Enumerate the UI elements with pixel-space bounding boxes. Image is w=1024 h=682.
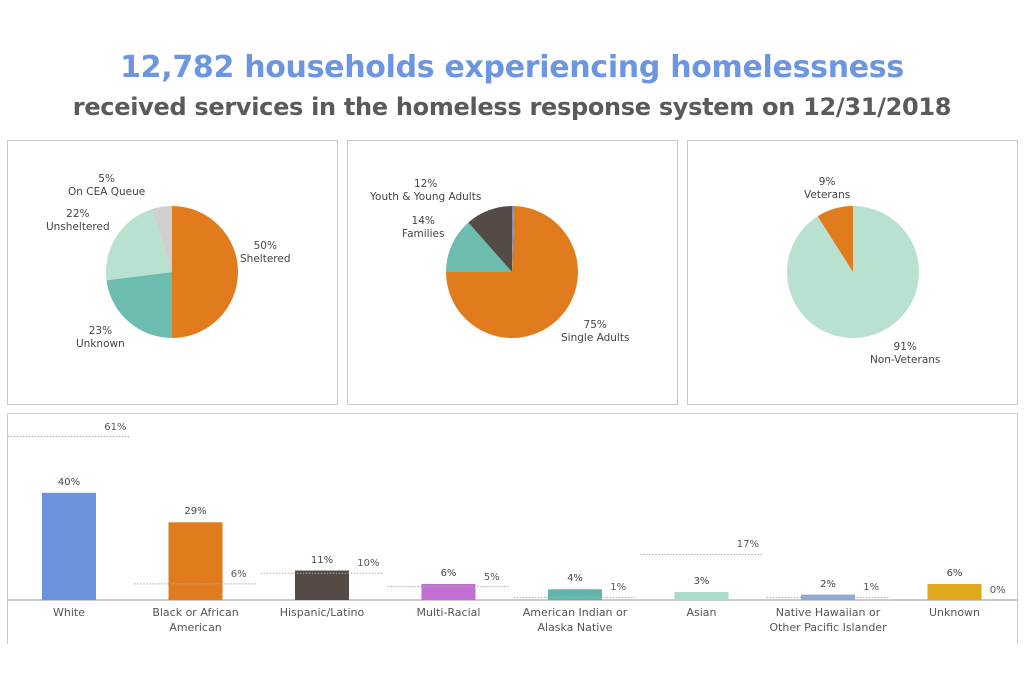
bar-value-label: 40% xyxy=(57,476,81,488)
pie-slice-veterans[interactable] xyxy=(817,206,853,272)
category-label-line: Unknown xyxy=(928,606,981,619)
category-label-line: Other Pacific Islander xyxy=(769,621,887,634)
bar-black-or-african-american[interactable] xyxy=(168,522,223,600)
reference-value-label: 17% xyxy=(736,539,759,551)
bar-value-label: 29% xyxy=(184,506,207,518)
category-label-line: Native Hawaiian or xyxy=(775,606,881,619)
page-title: 12,782 households experiencing homelessn… xyxy=(120,50,904,85)
category-label-line: Asian xyxy=(686,606,717,619)
reference-value-label: 0% xyxy=(989,585,1006,596)
bar-value-label: 6% xyxy=(440,567,457,579)
category-label-line: American Indian or xyxy=(522,606,628,619)
category-label: Unknown xyxy=(885,605,1024,620)
race-ethnicity-panel: 40% 61% White 29% 6% Black or African American… xyxy=(7,413,1018,644)
category-label-line: Alaska Native xyxy=(537,621,613,634)
category-label: Multi-Racial xyxy=(379,605,519,620)
pie-label-unknown: 23% Unknown xyxy=(76,325,125,350)
shelter-status-panel: 5% On CEA Queue 22% Unsheltered 50% Shelter… xyxy=(7,140,338,405)
category-label-line: White xyxy=(53,606,85,619)
pie-label-queue: 5% On CEA Queue xyxy=(68,173,146,198)
reference-value-label: 61% xyxy=(104,421,127,433)
race-ethnicity-bar-chart xyxy=(7,436,1017,601)
pie-label-non-veterans: 91% Non-Veterans xyxy=(870,341,941,366)
pie-slice-on-cea-queue[interactable] xyxy=(151,206,172,272)
pie-slice-families[interactable] xyxy=(446,222,512,272)
bar-value-label: 2% xyxy=(820,578,836,590)
bar-american-indian-or-alaska-native[interactable] xyxy=(548,589,602,600)
category-label-line: Hispanic/Latino xyxy=(279,606,365,619)
pie-slice-other[interactable] xyxy=(512,206,515,272)
reference-value-label: 5% xyxy=(483,571,500,583)
household-type-panel: 12% Youth & Young Adults 14% Families 75% S… xyxy=(347,140,678,405)
pie-slice-unknown[interactable] xyxy=(106,272,172,338)
bar-multi-racial[interactable] xyxy=(421,583,476,600)
bar-value-label: 11% xyxy=(310,554,334,566)
pie-slice-unsheltered[interactable] xyxy=(106,209,172,281)
bar-value-label: 6% xyxy=(946,567,963,579)
pie-label-families: 14% Families xyxy=(402,215,445,240)
reference-value-label: 1% xyxy=(610,582,627,594)
pie-label-single-adults: 75% Single Adults xyxy=(561,319,630,344)
pie-slice-sheltered[interactable] xyxy=(172,206,238,338)
category-label: American Indian or Alaska Native xyxy=(505,605,645,635)
reference-value-label: 10% xyxy=(357,558,380,570)
shelter-status-pie xyxy=(106,206,238,338)
bar-hispanic-latino[interactable] xyxy=(295,570,349,600)
bar-asian[interactable] xyxy=(674,591,729,600)
category-label: Native Hawaiian or Other Pacific Islander xyxy=(758,605,898,635)
reference-value-label: 1% xyxy=(863,582,880,594)
category-label: Black or African American xyxy=(126,605,266,635)
pie-label-veterans: 9% Veterans xyxy=(804,176,851,201)
category-label: White xyxy=(0,605,139,620)
category-label-line: American xyxy=(169,621,222,634)
bar-unknown[interactable] xyxy=(927,583,982,600)
pie-label-youth: 12% Youth & Young Adults xyxy=(370,178,482,203)
pie-label-sheltered: 50% Sheltered xyxy=(240,240,291,265)
household-type-pie xyxy=(446,206,578,338)
category-label-line: Black or African xyxy=(152,606,239,619)
bar-white[interactable] xyxy=(42,492,96,600)
pie-slice-single-adults[interactable] xyxy=(446,206,578,338)
bar-value-label: 3% xyxy=(693,575,710,587)
category-label: Asian xyxy=(632,605,772,620)
page-subtitle: received services in the homeless respon… xyxy=(72,93,952,121)
veteran-status-pie xyxy=(787,206,919,338)
category-label-line: Multi-Racial xyxy=(416,606,481,619)
veteran-status-panel: 9% Veterans 91% Non-Veterans xyxy=(687,140,1018,405)
pie-slice-youth-young-adults[interactable] xyxy=(468,206,512,272)
category-label: Hispanic/Latino xyxy=(252,605,392,620)
reference-value-label: 6% xyxy=(230,568,247,580)
bar-value-label: 4% xyxy=(567,573,583,585)
pie-label-unsheltered: 22% Unsheltered xyxy=(46,208,110,233)
